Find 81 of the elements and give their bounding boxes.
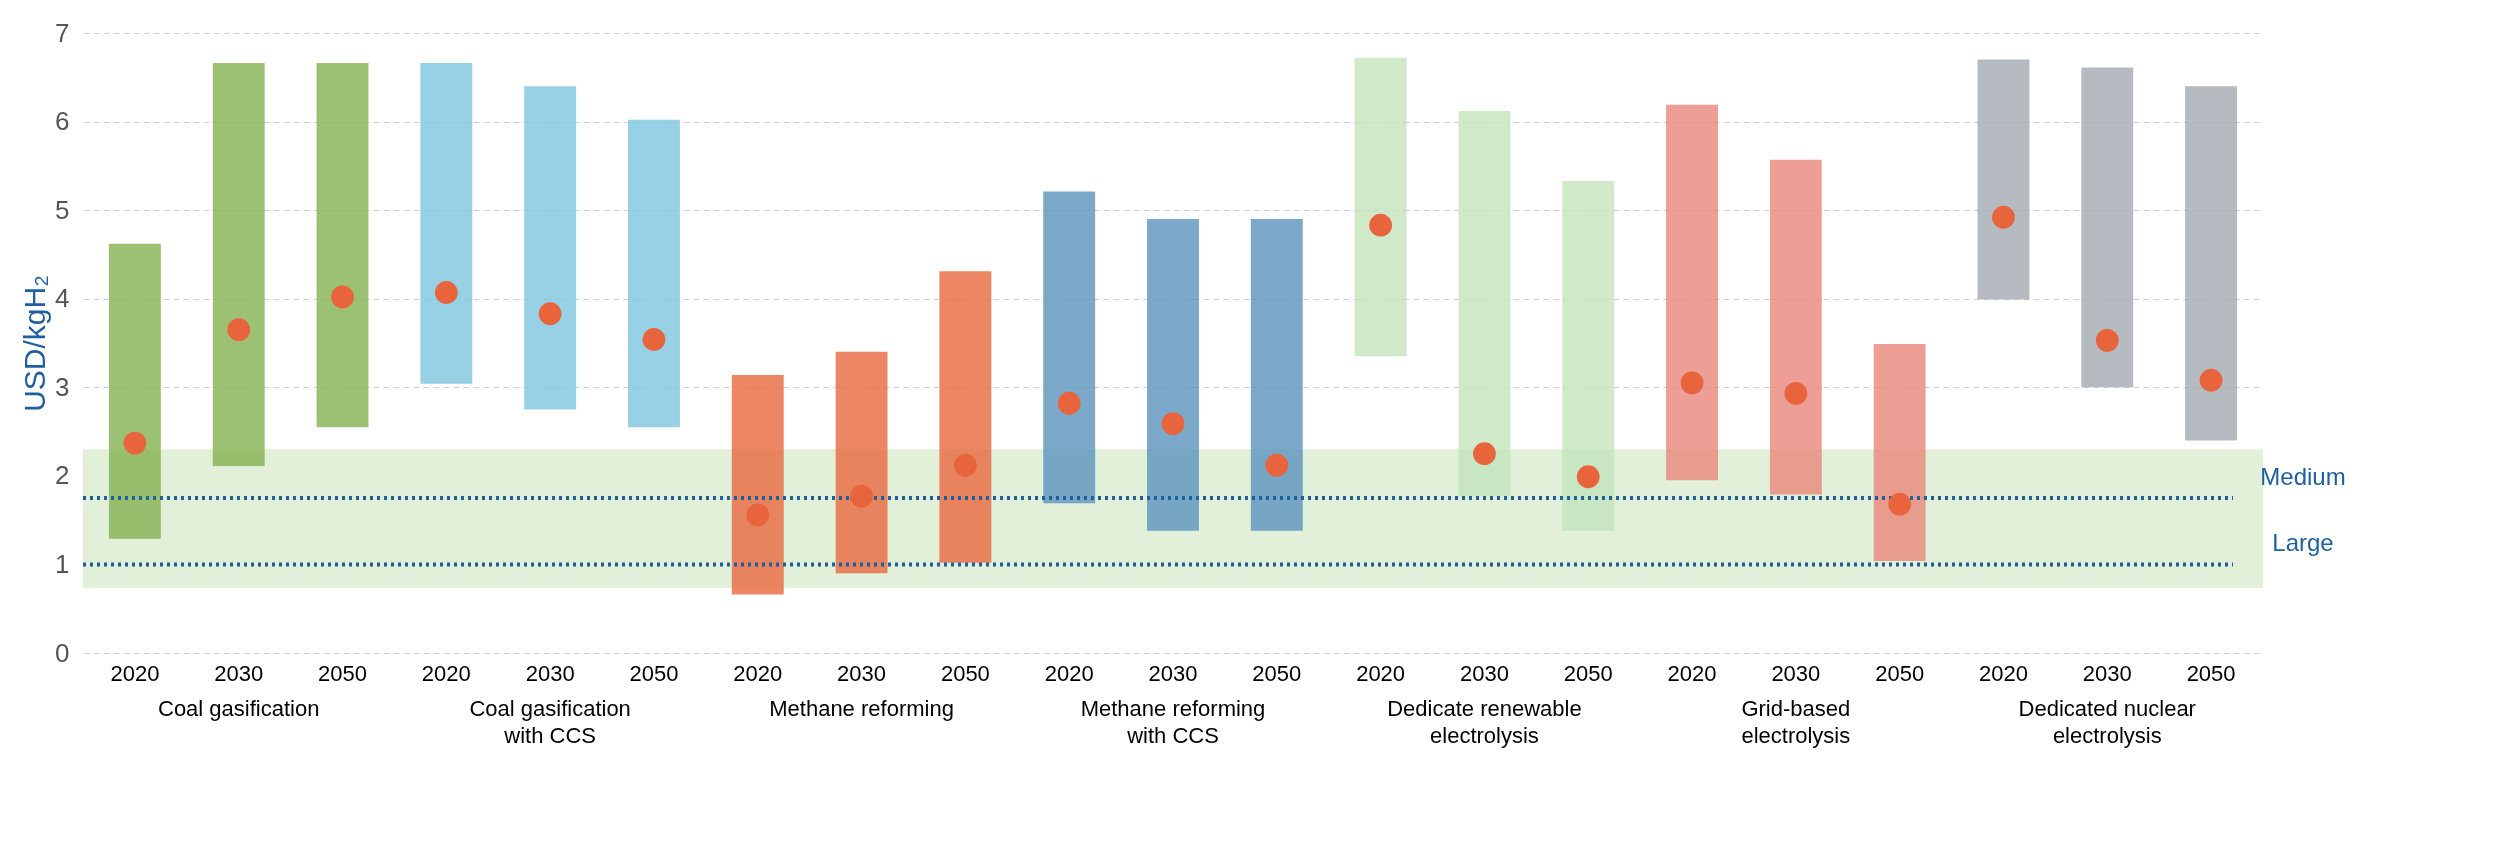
point [1992, 205, 2015, 229]
x-tick-label: 2020 [110, 660, 160, 686]
point [1888, 492, 1912, 516]
x-tick-label: 2020 [1667, 660, 1717, 686]
bar [2081, 67, 2134, 388]
y-tick-label: 4 [55, 283, 70, 314]
bar [731, 374, 784, 595]
x-tick-label: 2030 [2082, 660, 2132, 686]
x-tick-label: 2020 [1044, 660, 1094, 686]
point [850, 484, 873, 508]
bar [524, 86, 577, 410]
x-tick-label: 2030 [525, 660, 575, 686]
bar [1043, 191, 1096, 504]
text: Coal gasification [158, 696, 320, 721]
text: Dedicate renewable electrolysis [1387, 696, 1582, 748]
x-tick-label: 2020 [733, 660, 783, 686]
point [227, 318, 251, 342]
point [1161, 412, 1185, 435]
bar [1769, 159, 1822, 495]
bar [108, 243, 161, 539]
x-tick-label: 2050 [1563, 660, 1613, 686]
point [1265, 453, 1289, 477]
bar [1458, 110, 1511, 497]
y-tick-label: 7 [55, 17, 70, 48]
bar [1873, 343, 1926, 561]
x-tick-label: 2050 [1875, 660, 1925, 686]
bar [835, 351, 888, 574]
bar [212, 63, 265, 467]
point [123, 431, 147, 455]
y-tick-label: 0 [55, 637, 70, 668]
bar [1562, 180, 1615, 531]
point [746, 503, 770, 527]
bar [1354, 57, 1407, 357]
bar [1977, 59, 2030, 300]
bar [1250, 219, 1303, 531]
point [1784, 382, 1808, 405]
y-tick-label: 1 [55, 548, 70, 579]
point [538, 302, 562, 326]
bar [420, 63, 473, 384]
x-tick-label: 2050 [1252, 660, 1302, 686]
x-tick-label: 2030 [1459, 660, 1509, 686]
point [1680, 371, 1704, 395]
point [953, 453, 977, 477]
point [1369, 213, 1393, 237]
x-tick-label: 2050 [318, 660, 367, 686]
x-tick-label: 2030 [214, 660, 264, 686]
text: Methane reforming [769, 696, 954, 721]
ref-line-label: Medium [2260, 463, 2346, 490]
point [331, 285, 354, 309]
text: Coal gasification with CCS [469, 696, 631, 748]
point [2199, 368, 2223, 392]
text: Methane reforming with CCS [1080, 696, 1266, 748]
y-tick-label: 6 [55, 106, 70, 137]
x-tick-label: 2020 [1356, 660, 1406, 686]
ref-line-label: Large [2272, 529, 2334, 557]
bar [939, 271, 992, 563]
x-tick-label: 2020 [1979, 660, 2028, 686]
x-tick-label: 2030 [1148, 660, 1198, 686]
point [642, 328, 666, 351]
y-tick-label: 3 [55, 371, 70, 402]
y-axis-title: USD/kgH₂ [18, 275, 52, 412]
text: Grid-based electrolysis [1741, 696, 1851, 748]
x-tick-label: 2020 [421, 660, 471, 686]
bar [628, 119, 680, 428]
bar [316, 63, 369, 428]
point [2095, 328, 2119, 352]
x-tick-label: 2030 [837, 660, 887, 686]
bar [2185, 86, 2238, 441]
point [434, 281, 458, 304]
x-tick-label: 2050 [940, 660, 990, 686]
bar [1147, 219, 1199, 531]
point [1057, 391, 1081, 415]
x-tick-label: 2030 [1771, 660, 1821, 686]
bar [1666, 104, 1718, 481]
x-tick-label: 2050 [629, 660, 679, 686]
point [1473, 442, 1496, 466]
point [1576, 465, 1600, 489]
text: Dedicated nuclear electrolysis [2018, 696, 2196, 748]
y-tick-label: 2 [55, 460, 70, 491]
y-tick-label: 5 [55, 194, 70, 225]
x-tick-label: 2050 [2186, 660, 2236, 686]
